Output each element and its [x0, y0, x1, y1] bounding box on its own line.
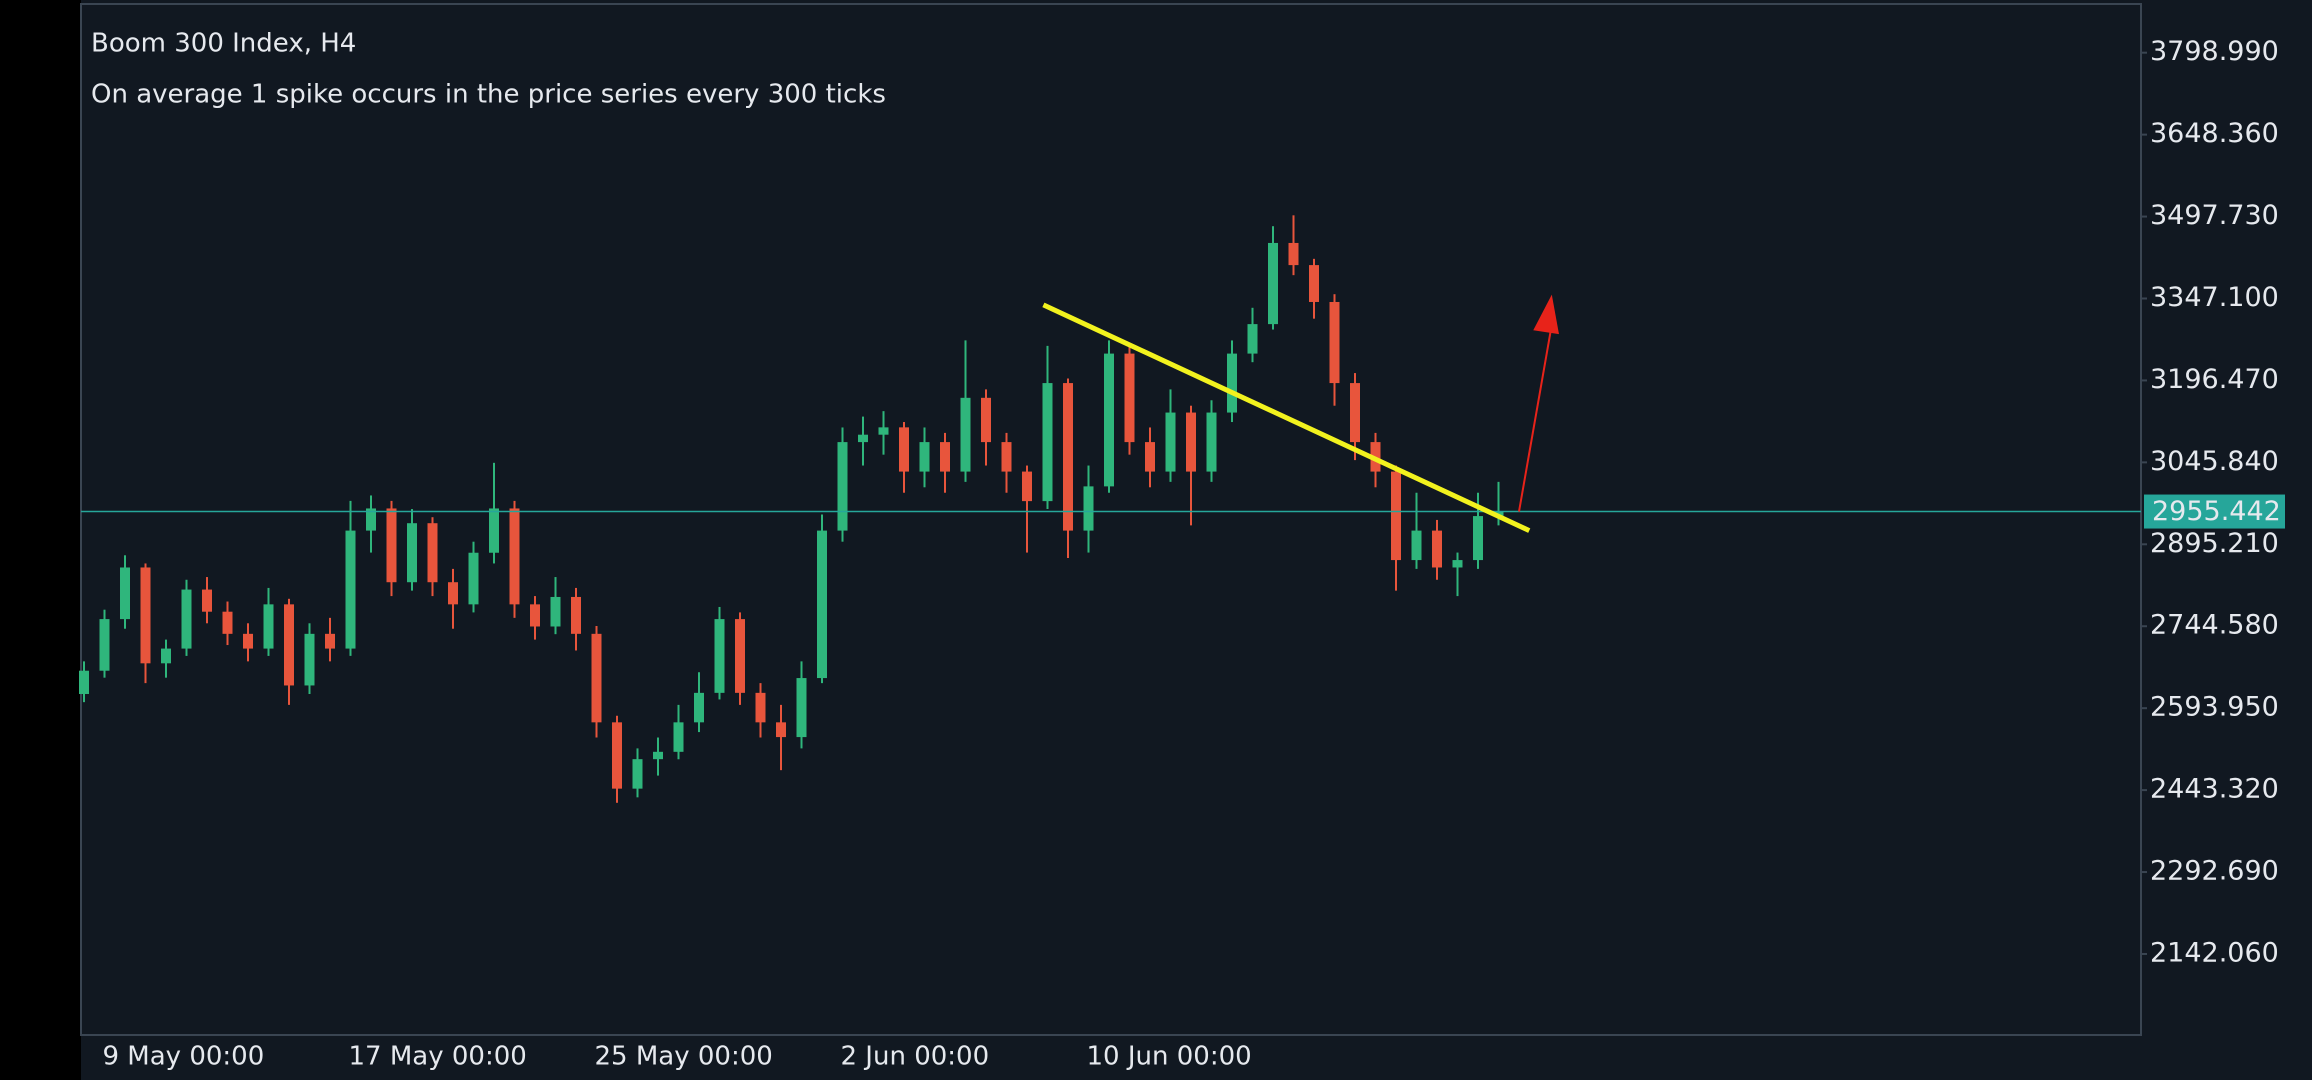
candle-body	[1206, 412, 1217, 472]
candle-body	[427, 523, 438, 583]
candle-body	[284, 604, 294, 686]
y-tick-label: 3497.730	[2150, 200, 2279, 231]
candle-body	[509, 508, 520, 605]
candle-body	[776, 722, 786, 738]
candle-body	[304, 633, 315, 686]
candle-body	[1452, 560, 1463, 568]
background	[81, 0, 2312, 1080]
candle-body	[796, 678, 807, 738]
candle-body	[1432, 530, 1442, 568]
x-tick-label: 10 Jun 00:00	[1087, 1042, 1252, 1072]
candle-body	[1063, 383, 1073, 531]
candle-body	[366, 508, 376, 531]
candle-body	[120, 567, 130, 620]
y-tick-label: 2895.210	[2150, 528, 2279, 559]
candle-body	[202, 589, 212, 612]
price-label-box	[2144, 494, 2285, 529]
candle-body	[222, 611, 233, 634]
candle-body	[632, 759, 643, 789]
candle-body	[263, 604, 274, 649]
y-tick-label: 3798.990	[2150, 36, 2279, 67]
candle-body	[386, 508, 397, 583]
y-tick-label: 3045.840	[2150, 446, 2279, 477]
candle-body	[1350, 383, 1360, 443]
candle-body	[181, 589, 192, 649]
candle-body	[99, 619, 110, 671]
y-tick-label: 3196.470	[2150, 364, 2279, 395]
candle-body	[591, 633, 602, 723]
candle-body	[1391, 471, 1401, 561]
candle-body	[899, 427, 909, 472]
candle-body	[1186, 412, 1196, 472]
x-tick-label: 25 May 00:00	[595, 1042, 773, 1072]
chart-title: Boom 300 Index, H4	[91, 29, 356, 59]
y-tick-label: 2593.950	[2150, 692, 2279, 723]
arrow-shaft	[1518, 324, 1553, 512]
candle-body	[571, 596, 581, 634]
y-tick-label: 2443.320	[2150, 774, 2279, 805]
candle-body	[468, 552, 479, 605]
price-label: 2955.442	[2152, 496, 2281, 527]
candle-body	[1001, 442, 1012, 472]
candle-body	[1411, 530, 1422, 561]
candle-body	[837, 442, 848, 531]
candle-body	[735, 619, 745, 693]
candle-body	[878, 427, 889, 435]
y-tick-label: 3347.100	[2150, 282, 2279, 313]
plot-frame	[80, 3, 2142, 1036]
candle-body	[1042, 383, 1053, 502]
candle-body	[755, 692, 766, 723]
candle-body	[345, 530, 356, 649]
candle-body	[1124, 353, 1135, 443]
y-tick-label: 2142.060	[2150, 937, 2279, 968]
candle-body	[940, 442, 950, 472]
candle-body	[243, 633, 253, 649]
candle-body	[1473, 516, 1483, 561]
candle-body	[448, 582, 458, 605]
candle-body	[140, 567, 151, 664]
candle-body	[612, 722, 622, 789]
candle-body	[1145, 442, 1155, 472]
candle-body	[960, 397, 971, 472]
candle-body	[653, 751, 663, 760]
candle-body	[1022, 471, 1032, 502]
candle-body	[79, 670, 89, 694]
candle-body	[1247, 324, 1258, 354]
x-tick-label: 2 Jun 00:00	[841, 1042, 990, 1072]
candle-body	[714, 619, 725, 693]
candle-body	[325, 633, 335, 649]
trendline	[1042, 302, 1531, 533]
candle-body	[1165, 412, 1176, 472]
candle-body	[407, 523, 417, 583]
candle-body	[694, 692, 704, 723]
candle-body	[1288, 242, 1299, 266]
candle-body	[161, 648, 171, 664]
candle-body	[1309, 265, 1319, 302]
y-tick-label: 3648.360	[2150, 118, 2279, 149]
candle-body	[817, 530, 827, 679]
x-tick-label: 17 May 00:00	[349, 1042, 527, 1072]
candle-body	[673, 722, 684, 752]
candle-body	[550, 596, 561, 627]
candle-body	[1329, 301, 1340, 384]
candle-body	[530, 604, 540, 627]
candle-body	[1227, 353, 1237, 413]
candle-body	[1083, 486, 1094, 531]
candle-body	[919, 442, 930, 472]
candle-body	[981, 397, 991, 443]
chart-subtitle: On average 1 spike occurs in the price s…	[91, 80, 886, 110]
candle-body	[1268, 242, 1278, 325]
candle-body	[1104, 353, 1114, 487]
y-tick-label: 2292.690	[2150, 856, 2279, 887]
y-tick-label: 2744.580	[2150, 610, 2279, 641]
candle-body	[489, 508, 499, 553]
x-tick-label: 9 May 00:00	[103, 1042, 265, 1072]
arrow-head	[1533, 294, 1559, 335]
candle-body	[858, 434, 868, 443]
